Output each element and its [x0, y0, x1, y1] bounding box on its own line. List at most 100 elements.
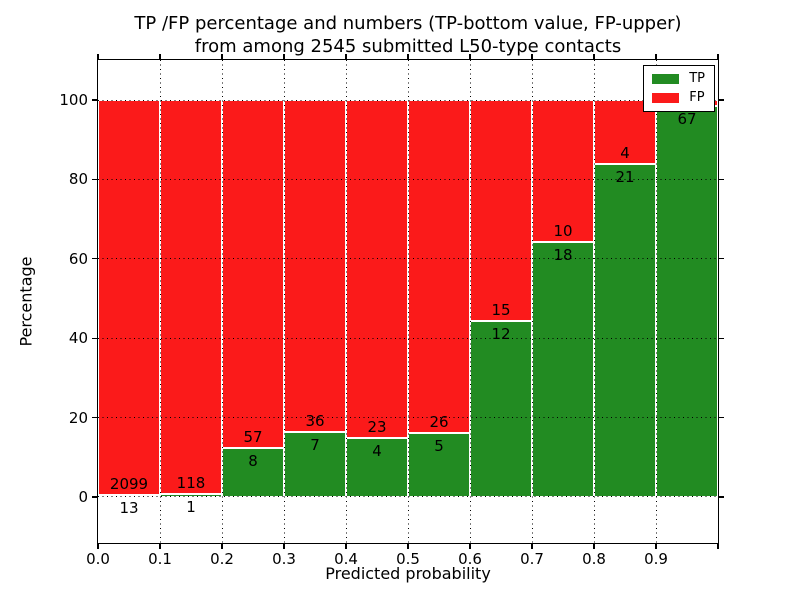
x-tick-label: 0.1: [148, 550, 172, 568]
fp-count-label: 15: [491, 300, 511, 319]
legend-row-fp: FP: [652, 91, 705, 105]
tp-count-label: 13: [119, 498, 139, 517]
y-tick-mark-left: [91, 99, 97, 101]
gridline-vertical: [159, 60, 161, 543]
x-axis-label: Predicted probability: [325, 564, 491, 583]
bar-fp-segment: [160, 100, 222, 494]
y-tick-mark-right: [719, 496, 724, 498]
y-tick-label: 0: [78, 487, 88, 506]
legend-label-fp: FP: [689, 90, 705, 105]
x-tick-mark-bottom: [655, 544, 657, 549]
chart-title-line1: TP /FP percentage and numbers (TP-bottom…: [134, 13, 682, 34]
bar-tp-segment: [284, 432, 346, 497]
legend: TP FP: [643, 65, 715, 112]
gridline-vertical: [283, 60, 285, 543]
tp-count-label: 67: [677, 109, 697, 128]
tp-count-label: 21: [615, 167, 635, 186]
x-tick-label: 0.7: [520, 550, 544, 568]
bar-fp-segment: [346, 100, 408, 439]
x-tick-mark-top: [717, 53, 719, 59]
gridline-vertical: [345, 60, 347, 543]
x-tick-label: 0.6: [458, 550, 482, 568]
bar-tp-segment: [532, 241, 594, 497]
x-tick-mark-top: [159, 53, 161, 59]
x-tick-label: 0.8: [582, 550, 606, 568]
x-tick-mark-bottom: [717, 544, 719, 549]
bar-fp-segment: [98, 100, 160, 495]
bar-fp-segment: [408, 100, 470, 433]
x-tick-label: 0.4: [334, 550, 358, 568]
y-tick-mark-right: [719, 178, 724, 181]
bar-fp-segment: [222, 100, 284, 449]
y-tick-mark-right: [719, 258, 724, 260]
x-tick-label: 0.3: [272, 550, 296, 568]
x-tick-label: 0.2: [210, 550, 234, 568]
x-tick-mark-top: [407, 53, 409, 59]
x-tick-label: 0.0: [86, 550, 110, 568]
gridline-vertical: [655, 60, 657, 543]
y-tick-mark-left: [91, 258, 97, 260]
y-tick-label: 60: [68, 249, 88, 268]
fp-count-label: 36: [305, 412, 325, 431]
y-tick-mark-left: [91, 337, 97, 339]
x-tick-mark-top: [655, 53, 657, 59]
gridline-vertical: [469, 60, 471, 543]
fp-count-label: 10: [553, 221, 573, 240]
gridline-vertical: [407, 60, 409, 543]
gridline-vertical: [593, 60, 595, 543]
chart-title: TP /FP percentage and numbers (TP-bottom…: [98, 12, 718, 58]
y-axis-label: Percentage: [16, 256, 36, 347]
legend-swatch-tp: [652, 74, 680, 84]
tp-count-label: 4: [372, 442, 382, 461]
bar-fp-segment: [532, 100, 594, 242]
x-tick-mark-top: [593, 53, 595, 59]
bar-tp-segment: [222, 448, 284, 497]
y-tick-label: 20: [68, 408, 88, 427]
bar-tp-segment: [594, 163, 656, 497]
x-tick-mark-bottom: [469, 544, 471, 549]
x-tick-mark-bottom: [221, 544, 223, 549]
legend-row-tp: TP: [652, 72, 705, 86]
x-tick-label: 0.9: [644, 550, 668, 568]
x-tick-mark-top: [283, 53, 285, 59]
y-axis-label-box: Percentage: [14, 60, 38, 543]
bar-fp-segment: [284, 100, 346, 433]
tp-count-label: 12: [491, 324, 511, 343]
legend-swatch-fp: [652, 93, 680, 103]
fp-count-label: 23: [367, 418, 387, 437]
tp-count-label: 5: [434, 436, 444, 455]
bar-tp-segment: [656, 105, 718, 497]
x-tick-mark-bottom: [97, 544, 99, 549]
fp-count-label: 2099: [109, 474, 149, 493]
fp-count-label: 57: [243, 428, 263, 447]
y-tick-mark-right: [719, 416, 724, 419]
fp-count-label: 118: [176, 473, 206, 492]
y-tick-label: 100: [59, 91, 88, 110]
tp-count-label: 7: [310, 436, 320, 455]
y-tick-mark-left: [91, 416, 97, 419]
x-tick-mark-bottom: [159, 544, 161, 549]
x-tick-mark-bottom: [345, 544, 347, 549]
x-tick-mark-bottom: [531, 544, 533, 549]
x-tick-mark-top: [469, 53, 471, 59]
x-tick-label: 0.5: [396, 550, 420, 568]
x-tick-mark-bottom: [593, 544, 595, 549]
y-tick-mark-right: [719, 337, 724, 339]
y-tick-mark-left: [91, 496, 97, 498]
gridline-vertical: [221, 60, 223, 543]
bar-fp-segment: [470, 100, 532, 321]
x-tick-mark-bottom: [283, 544, 285, 549]
x-tick-mark-top: [345, 53, 347, 59]
x-tick-mark-top: [97, 53, 99, 59]
x-tick-mark-top: [531, 53, 533, 59]
tp-count-label: 8: [248, 452, 258, 471]
y-tick-mark-left: [91, 178, 97, 181]
y-tick-mark-right: [719, 99, 724, 101]
y-tick-label: 40: [68, 329, 88, 348]
fp-count-label: 26: [429, 412, 449, 431]
legend-label-tp: TP: [689, 71, 705, 86]
x-tick-mark-top: [221, 53, 223, 59]
bar-tp-segment: [470, 320, 532, 497]
